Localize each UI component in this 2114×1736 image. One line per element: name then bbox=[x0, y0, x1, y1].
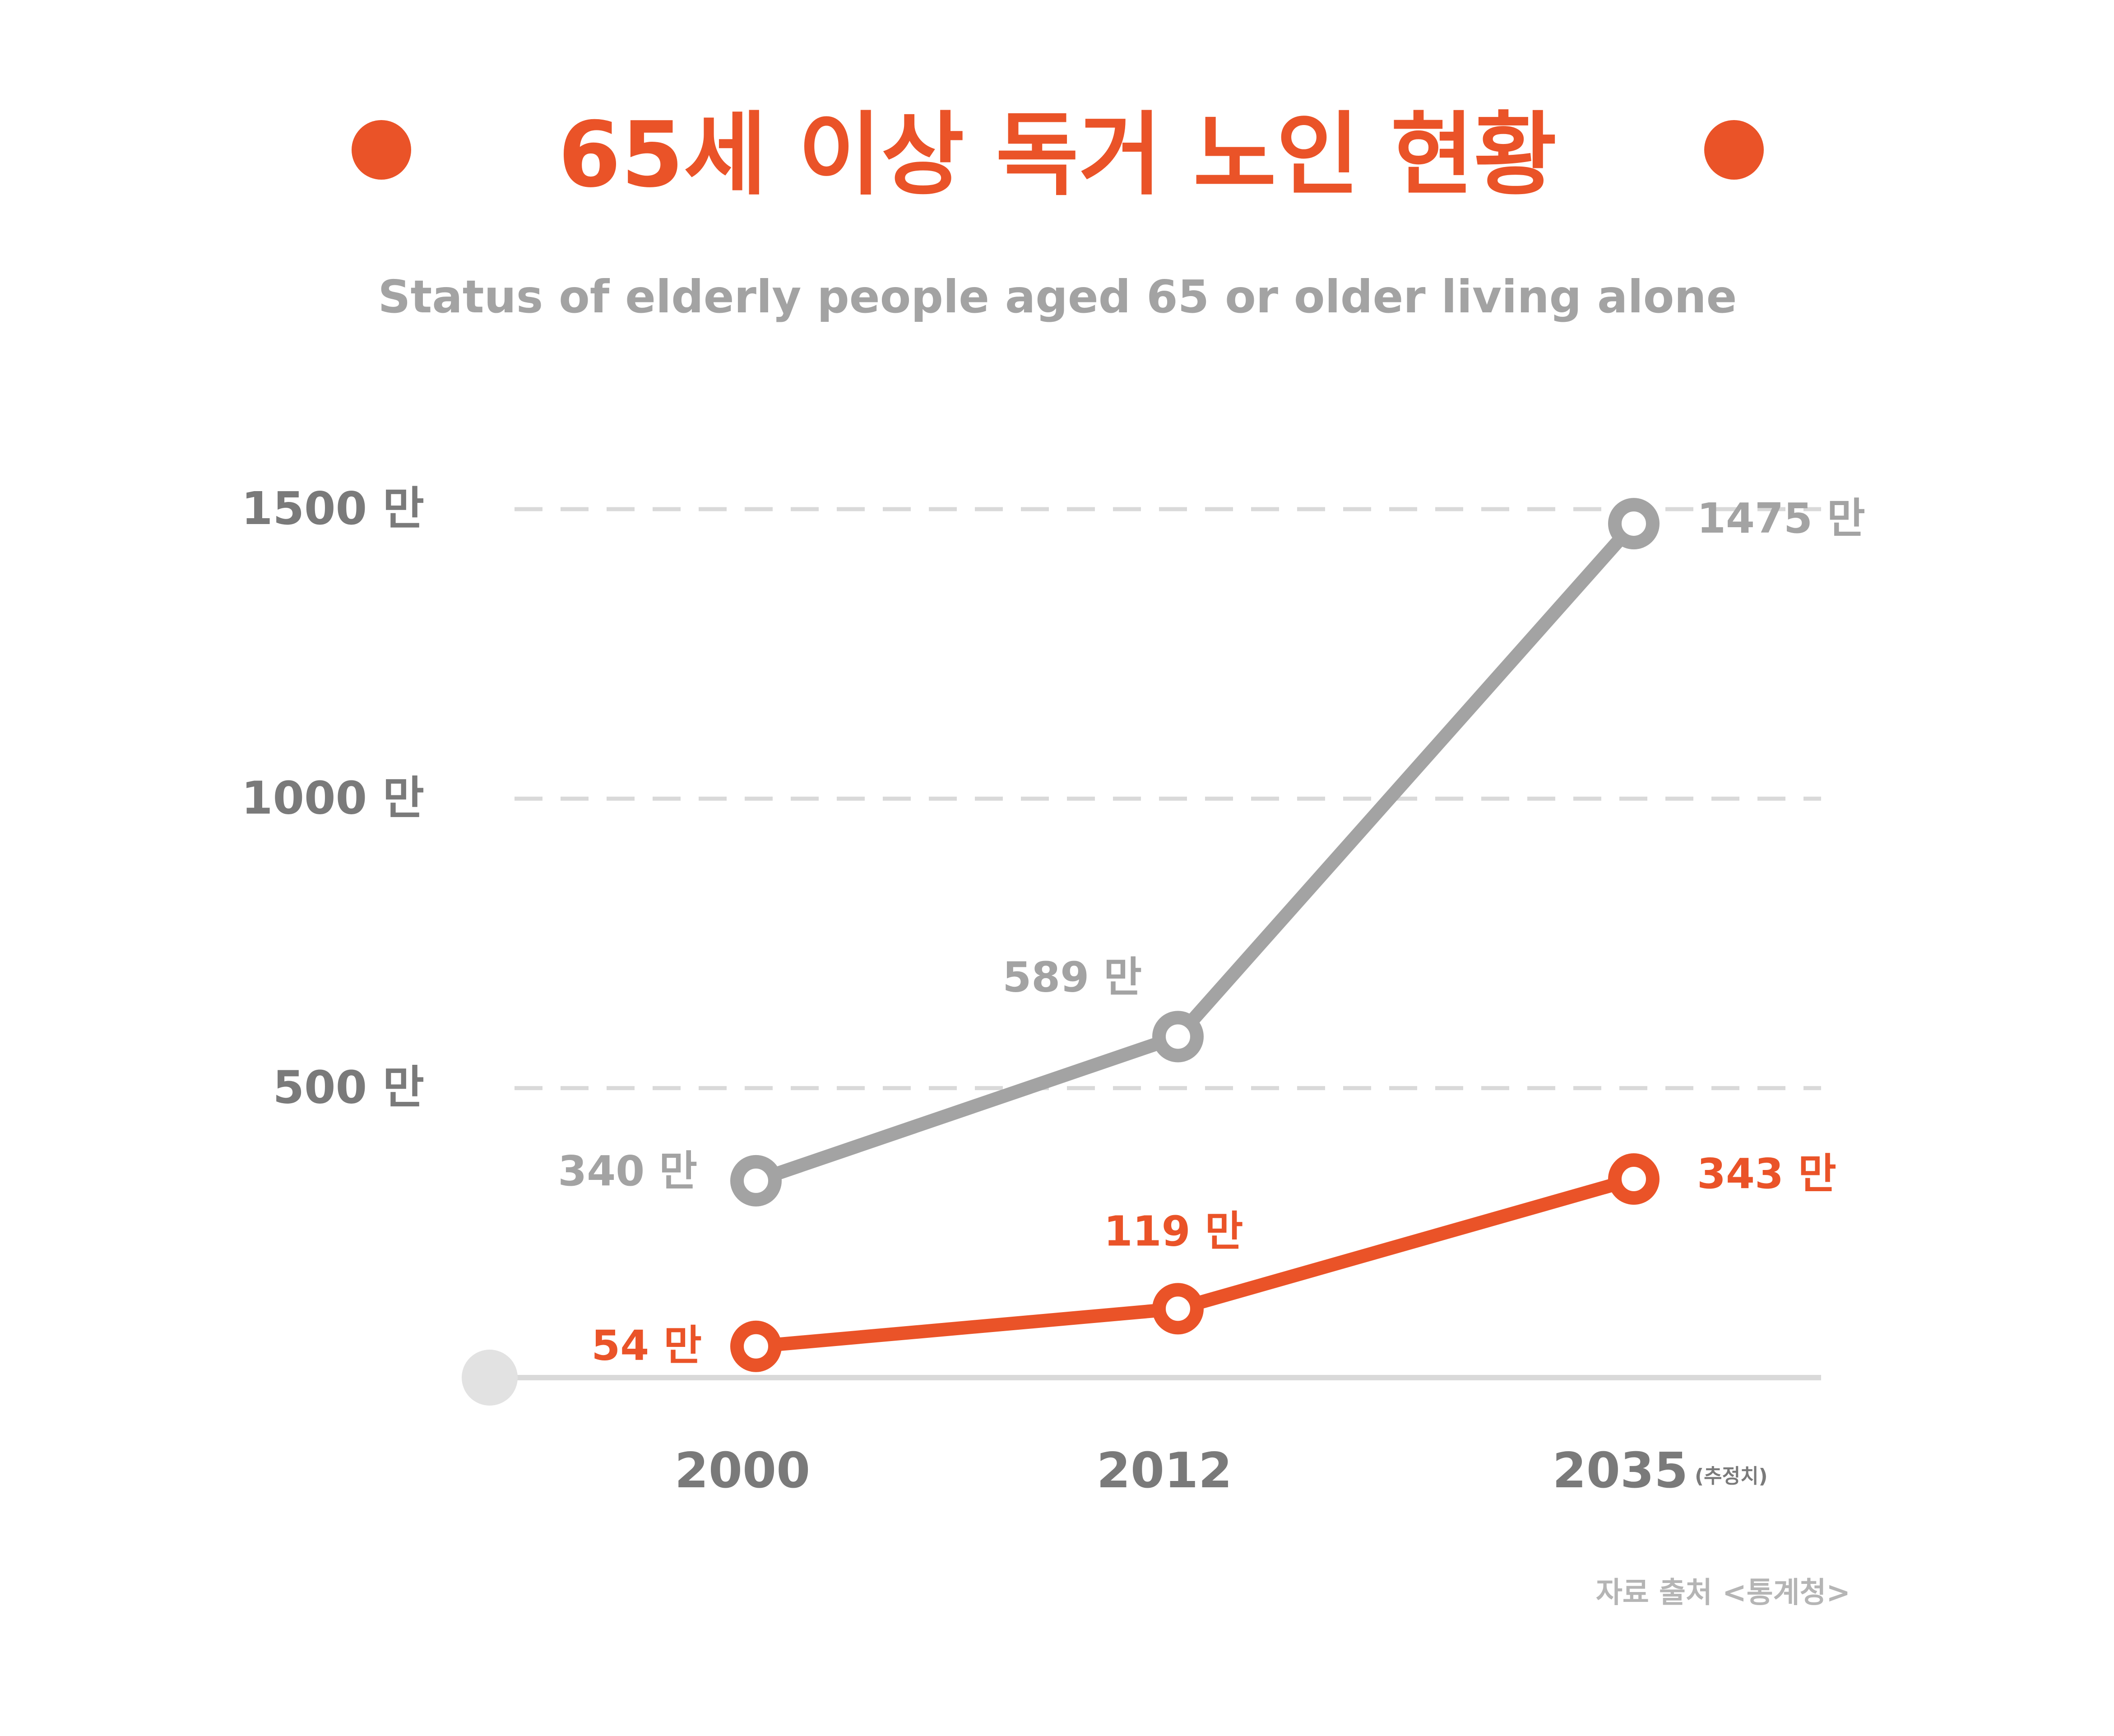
series-line-0 bbox=[749, 517, 1641, 1188]
series-lines bbox=[730, 498, 1660, 1372]
data-point-0-2012 bbox=[1152, 1011, 1204, 1063]
data-point-0-2035 bbox=[1608, 498, 1660, 550]
data-point-1-2000 bbox=[730, 1320, 782, 1372]
x-tick-label-2035: 2035 bbox=[1553, 1443, 1688, 1499]
origin-dot bbox=[462, 1350, 518, 1406]
y-axis: 500 만 1000 만 1500 만 bbox=[241, 482, 424, 1114]
x-tick-label-2000: 2000 bbox=[675, 1443, 811, 1499]
data-label-0-2012: 589 만 bbox=[1002, 953, 1142, 1002]
chart-title: 65세 이상 독거 노인 현황 bbox=[558, 102, 1557, 208]
data-label-1-2012: 119 만 bbox=[1104, 1207, 1243, 1255]
data-point-1-2035 bbox=[1608, 1153, 1660, 1205]
data-label-0-2000: 340 만 bbox=[558, 1147, 697, 1195]
data-label-1-2035: 343 만 bbox=[1697, 1150, 1836, 1198]
data-label-0-2035: 1475 만 bbox=[1697, 494, 1865, 543]
title-dot-left bbox=[352, 120, 411, 180]
y-tick-label-500: 500 만 bbox=[273, 1061, 424, 1114]
data-labels: 340 만 589 만 1475 만 54 만 119 만 343 만 bbox=[558, 494, 1865, 1370]
data-point-0-2000 bbox=[730, 1155, 782, 1207]
x-tick-label-2012: 2012 bbox=[1097, 1443, 1233, 1499]
data-label-1-2000: 54 만 bbox=[591, 1322, 702, 1370]
source-note: 자료 출처 <통계청> bbox=[1596, 1576, 1850, 1610]
gridlines bbox=[515, 507, 1821, 1091]
y-tick-label-1500: 1500 만 bbox=[241, 482, 424, 535]
x-axis: 2000 2012 2035 (추정치) bbox=[675, 1443, 1768, 1499]
y-tick-label-1000: 1000 만 bbox=[241, 771, 424, 824]
x-tick-note-2035: (추정치) bbox=[1695, 1465, 1768, 1488]
title-dot-right bbox=[1704, 120, 1764, 180]
data-point-1-2012 bbox=[1152, 1283, 1204, 1335]
chart-subtitle: Status of elderly people aged 65 or olde… bbox=[378, 270, 1737, 323]
